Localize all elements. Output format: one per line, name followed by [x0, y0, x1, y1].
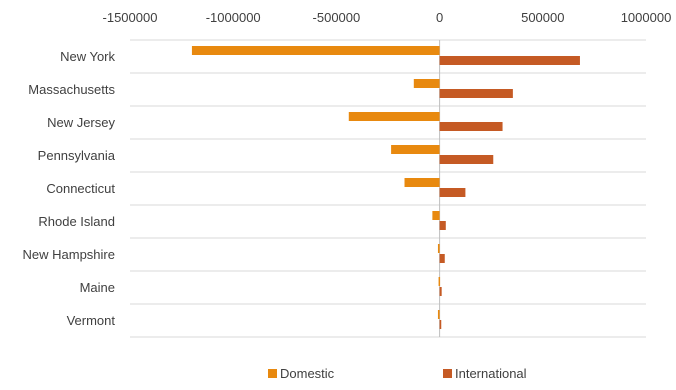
category-label: Rhode Island	[38, 214, 115, 229]
category-label: New Jersey	[47, 115, 115, 130]
legend: Domestic International	[268, 366, 527, 381]
category-label: Pennsylvania	[38, 148, 116, 163]
domestic-bar	[437, 244, 440, 253]
international-bar	[439, 320, 442, 329]
category-label: New York	[60, 49, 115, 64]
international-bar	[439, 56, 580, 65]
domestic-bar	[432, 211, 440, 220]
international-bar	[439, 89, 513, 98]
x-axis-ticks: -1500000 -1000000 -500000 0 500000 1000000	[103, 10, 672, 25]
x-tick-label: -500000	[313, 10, 361, 25]
x-tick-label: 1000000	[621, 10, 672, 25]
category-label: Maine	[80, 280, 115, 295]
domestic-bar	[413, 79, 440, 88]
international-bar	[439, 122, 503, 131]
legend-label: International	[455, 366, 527, 381]
legend-label: Domestic	[280, 366, 335, 381]
international-bar	[439, 287, 442, 296]
domestic-bar	[438, 277, 441, 286]
category-label: Massachusetts	[28, 82, 115, 97]
international-bar	[439, 188, 466, 197]
international-bar	[439, 155, 494, 164]
category-label: Vermont	[67, 313, 116, 328]
domestic-bar	[404, 178, 440, 187]
x-tick-label: -1500000	[103, 10, 158, 25]
x-tick-label: 0	[436, 10, 443, 25]
bars	[191, 46, 580, 329]
international-bar	[439, 254, 445, 263]
x-tick-label: -1000000	[206, 10, 261, 25]
x-tick-label: 500000	[521, 10, 564, 25]
category-label: New Hampshire	[23, 247, 115, 262]
domestic-bar	[437, 310, 440, 319]
domestic-legend-swatch	[268, 369, 277, 378]
category-label: Connecticut	[46, 181, 115, 196]
gridlines	[130, 39, 646, 338]
domestic-bar	[191, 46, 440, 55]
category-labels: New York Massachusetts New Jersey Pennsylva…	[23, 49, 116, 328]
domestic-bar	[348, 112, 440, 121]
domestic-bar	[391, 145, 440, 154]
international-bar	[439, 221, 446, 230]
international-legend-swatch	[443, 369, 452, 378]
